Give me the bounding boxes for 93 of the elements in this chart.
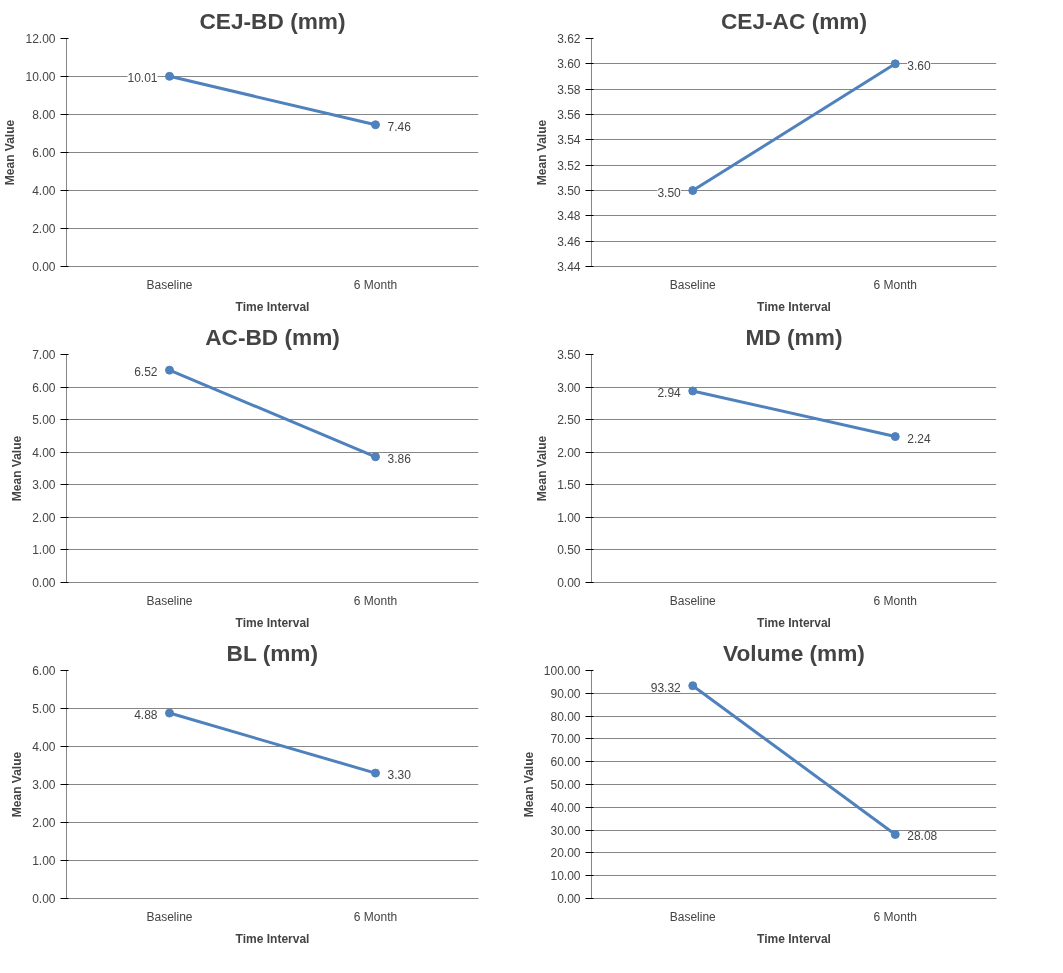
x-tick-label: 6 Month [353, 909, 398, 924]
x-tick-label: Baseline [146, 593, 193, 608]
x-axis-title: Time Interval [235, 931, 310, 946]
y-tick-label: 3.00 [32, 478, 56, 493]
y-tick-label: 3.50 [557, 184, 581, 198]
chart-title: CEJ-AC (mm) [720, 7, 868, 34]
data-label: 2.24 [907, 431, 931, 446]
y-tick-label: 0.00 [32, 576, 56, 590]
y-tick-label: 3.58 [557, 82, 581, 97]
data-label: 6.52 [134, 365, 158, 380]
data-label: 3.60 [907, 58, 931, 73]
data-label: 7.46 [387, 119, 412, 134]
chart-title: MD (mm) [745, 323, 843, 350]
y-tick-label: 8.00 [32, 108, 56, 122]
y-tick-label: 3.48 [557, 209, 581, 224]
x-axis-title: Time Interval [235, 615, 310, 630]
y-tick-label: 0.50 [557, 543, 581, 558]
y-tick-label: 3.46 [557, 234, 581, 249]
y-tick-label: 10.00 [550, 869, 581, 884]
y-tick-label: 0.00 [32, 260, 56, 274]
data-label: 3.86 [387, 451, 412, 466]
y-tick-label: 3.00 [32, 778, 56, 792]
y-tick-label: 0.00 [557, 892, 581, 906]
data-label: 28.08 [907, 829, 938, 844]
x-axis-title: Time Interval [757, 615, 831, 630]
y-tick-label: 3.52 [557, 158, 581, 173]
y-tick-label: 100.00 [543, 664, 581, 678]
y-tick-label: 2.00 [32, 222, 56, 236]
y-tick-label: 30.00 [550, 823, 581, 838]
y-tick-label: 20.00 [550, 846, 581, 861]
y-tick-label: 0.00 [557, 576, 581, 590]
y-tick-label: 70.00 [550, 732, 581, 747]
y-tick-label: 3.54 [557, 133, 581, 148]
data-label: 4.88 [134, 708, 158, 723]
y-axis-title: Mean Value [10, 751, 25, 818]
y-tick-label: 1.00 [557, 510, 581, 525]
y-tick-label: 4.00 [32, 740, 56, 754]
y-tick-label: 6.00 [32, 664, 56, 678]
y-tick-label: 3.50 [557, 348, 581, 362]
x-tick-label: 6 Month [873, 277, 917, 292]
x-tick-label: 6 Month [873, 593, 917, 608]
y-tick-label: 90.00 [550, 686, 581, 701]
x-tick-label: 6 Month [353, 277, 398, 292]
y-axis-title: Mean Value [3, 119, 18, 186]
data-label: 3.30 [387, 768, 412, 783]
y-axis-title: Mean Value [535, 435, 550, 502]
x-axis-title: Time Interval [757, 299, 831, 314]
chart-title: CEJ-BD (mm) [199, 7, 346, 34]
y-tick-label: 1.50 [557, 478, 581, 493]
y-axis-title: Mean Value [521, 751, 536, 818]
y-tick-label: 6.00 [32, 380, 56, 395]
y-tick-label: 2.00 [557, 445, 581, 460]
y-tick-label: 3.44 [557, 260, 581, 274]
x-tick-label: Baseline [146, 909, 193, 924]
y-tick-label: 2.50 [557, 413, 581, 428]
y-tick-label: 5.00 [32, 413, 56, 428]
y-tick-label: 4.00 [32, 184, 56, 198]
y-axis-title: Mean Value [535, 119, 550, 186]
x-tick-label: Baseline [669, 593, 717, 608]
y-tick-label: 5.00 [32, 702, 56, 716]
x-tick-label: Baseline [669, 277, 717, 292]
y-tick-label: 3.00 [557, 380, 581, 395]
y-tick-label: 40.00 [550, 800, 581, 815]
x-tick-label: 6 Month [353, 593, 398, 608]
chart-title: AC-BD (mm) [205, 323, 340, 350]
chart-title: Volume (mm) [723, 639, 865, 666]
y-tick-label: 2.00 [32, 510, 56, 525]
x-tick-label: Baseline [146, 277, 193, 292]
x-axis-title: Time Interval [757, 931, 831, 946]
y-tick-label: 4.00 [32, 445, 56, 460]
data-label: 93.32 [650, 680, 682, 695]
y-tick-label: 60.00 [550, 755, 581, 770]
y-tick-label: 80.00 [550, 709, 581, 724]
x-tick-label: Baseline [669, 909, 717, 924]
y-tick-label: 10.00 [25, 70, 56, 84]
y-tick-label: 12.00 [25, 32, 56, 46]
chart-title: BL (mm) [226, 639, 319, 666]
y-tick-label: 7.00 [32, 348, 56, 362]
y-tick-label: 1.00 [32, 543, 56, 558]
y-tick-label: 3.62 [557, 32, 581, 46]
y-tick-label: 1.00 [32, 854, 56, 868]
y-tick-label: 0.00 [32, 892, 56, 906]
y-tick-label: 50.00 [550, 778, 581, 792]
y-axis-title: Mean Value [10, 435, 25, 502]
data-label: 2.94 [657, 385, 682, 400]
data-label: 3.50 [657, 185, 682, 200]
y-tick-label: 3.60 [557, 57, 581, 72]
data-label: 10.01 [127, 71, 158, 86]
y-tick-label: 3.56 [557, 108, 581, 122]
y-tick-label: 2.00 [32, 816, 56, 830]
x-axis-title: Time Interval [235, 299, 310, 314]
y-tick-label: 6.00 [32, 146, 56, 160]
x-tick-label: 6 Month [873, 909, 917, 924]
